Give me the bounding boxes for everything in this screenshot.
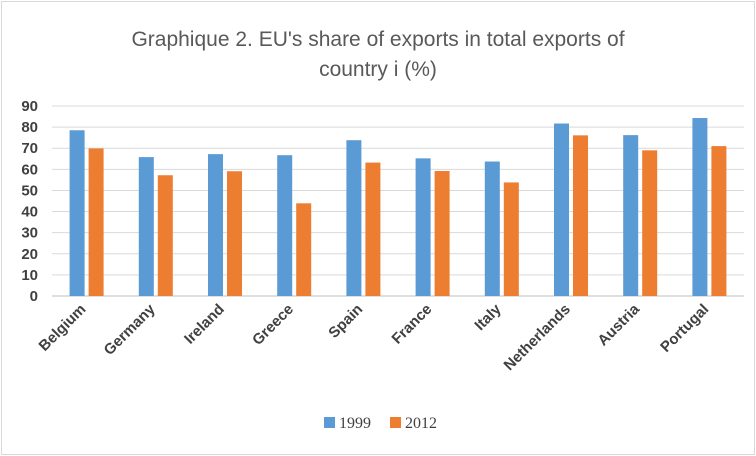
y-tick-label: 90 — [21, 98, 38, 115]
bar-2012-france — [434, 171, 450, 296]
bar-2012-greece — [296, 203, 312, 296]
x-axis: Belgium Germany Ireland Greece Spain France It… — [36, 300, 713, 374]
bar-2012-spain — [365, 162, 381, 296]
bar-1999-spain — [346, 140, 362, 296]
x-tick-label-spain: Spain — [325, 301, 366, 342]
x-tick-label-belgium: Belgium — [36, 301, 90, 355]
bar-1999-france — [415, 158, 431, 296]
bar-2012-italy — [503, 182, 519, 296]
bar-1999-italy — [484, 161, 500, 296]
bar-2012-austria — [642, 150, 658, 296]
x-tick-label-portugal: Portugal — [657, 301, 712, 356]
chart-title-line-1: Graphique 2. EU's share of exports in to… — [131, 28, 624, 51]
y-tick-label: 60 — [21, 161, 38, 178]
x-tick-label-germany: Germany — [101, 300, 159, 358]
x-tick-label-france: France — [389, 301, 436, 348]
y-tick-label: 40 — [21, 204, 38, 221]
legend-swatch-2012 — [390, 417, 401, 428]
x-tick-label-italy: Italy — [471, 300, 505, 334]
bar-1999-germany — [138, 157, 154, 296]
grid-lines — [52, 105, 744, 297]
bar-1999-ireland — [208, 154, 223, 296]
bar-1999-greece — [277, 155, 293, 296]
legend-label-1999: 1999 — [339, 415, 371, 432]
bar-2012-belgium — [88, 148, 104, 296]
legend: 1999 2012 — [324, 415, 437, 432]
bar-2012-portugal — [711, 146, 727, 296]
bar-2012-germany — [157, 175, 173, 296]
x-tick-label-austria: Austria — [594, 300, 643, 349]
chart-title-line-2: country i (%) — [319, 58, 437, 81]
bar-1999-netherlands — [554, 123, 569, 297]
y-axis: 0 10 20 30 40 50 60 70 80 90 — [21, 98, 38, 305]
legend-label-2012: 2012 — [405, 415, 437, 432]
y-tick-label: 30 — [21, 225, 38, 242]
bar-2012-ireland — [227, 171, 242, 296]
bar-1999-portugal — [692, 118, 708, 297]
y-tick-label: 70 — [21, 140, 38, 157]
x-tick-label-ireland: Ireland — [181, 301, 228, 348]
bar-2012-netherlands — [573, 135, 588, 296]
y-tick-label: 80 — [21, 119, 38, 136]
x-tick-label-netherlands: Netherlands — [500, 301, 573, 374]
y-tick-label: 20 — [21, 246, 38, 263]
y-tick-label: 50 — [21, 182, 38, 199]
x-tick-label-greece: Greece — [249, 301, 297, 349]
bars — [69, 118, 727, 297]
y-tick-label: 0 — [30, 288, 38, 305]
bar-1999-austria — [623, 135, 639, 296]
legend-swatch-1999 — [324, 417, 335, 428]
bar-1999-belgium — [69, 130, 85, 296]
y-tick-label: 10 — [21, 267, 38, 284]
